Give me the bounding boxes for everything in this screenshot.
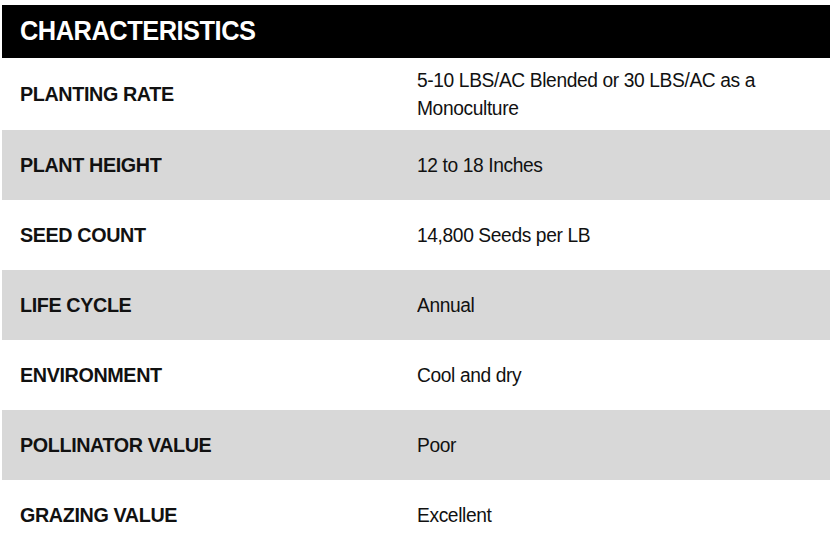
row-label: ENVIRONMENT	[20, 363, 162, 387]
row-value-cell: Cool and dry	[417, 361, 830, 389]
characteristics-page: CHARACTERISTICS PLANTING RATE 5-10 LBS/A…	[0, 0, 833, 557]
table-row: POLLINATOR VALUE Poor	[2, 410, 830, 480]
table-row: PLANT HEIGHT 12 to 18 Inches	[2, 130, 830, 200]
row-label-cell: PLANTING RATE	[2, 82, 417, 106]
row-value-cell: Excellent	[417, 501, 830, 529]
row-label: GRAZING VALUE	[20, 503, 177, 527]
table-row: PLANTING RATE 5-10 LBS/AC Blended or 30 …	[2, 58, 830, 130]
table-header-bar: CHARACTERISTICS	[2, 5, 830, 58]
row-value: Annual	[417, 291, 474, 319]
row-value-cell: 5-10 LBS/AC Blended or 30 LBS/AC as a Mo…	[417, 66, 830, 122]
row-label-cell: GRAZING VALUE	[2, 503, 417, 527]
row-value: Cool and dry	[417, 361, 521, 389]
row-value-cell: 14,800 Seeds per LB	[417, 221, 830, 249]
row-label: SEED COUNT	[20, 223, 146, 247]
row-label-cell: SEED COUNT	[2, 223, 417, 247]
row-label-cell: POLLINATOR VALUE	[2, 433, 417, 457]
row-label: POLLINATOR VALUE	[20, 433, 211, 457]
row-label-cell: LIFE CYCLE	[2, 293, 417, 317]
row-label-cell: ENVIRONMENT	[2, 363, 417, 387]
row-label: LIFE CYCLE	[20, 293, 131, 317]
table-row: LIFE CYCLE Annual	[2, 270, 830, 340]
row-label: PLANT HEIGHT	[20, 153, 161, 177]
row-label-cell: PLANT HEIGHT	[2, 153, 417, 177]
row-value-cell: Poor	[417, 431, 830, 459]
table-row: ENVIRONMENT Cool and dry	[2, 340, 830, 410]
row-value-cell: Annual	[417, 291, 830, 319]
row-value-cell: 12 to 18 Inches	[417, 151, 830, 179]
table-title: CHARACTERISTICS	[20, 16, 255, 47]
row-value: 14,800 Seeds per LB	[417, 221, 590, 249]
characteristics-table: CHARACTERISTICS PLANTING RATE 5-10 LBS/A…	[2, 5, 830, 550]
row-value: Poor	[417, 431, 456, 459]
row-label: PLANTING RATE	[20, 82, 174, 106]
row-value: 5-10 LBS/AC Blended or 30 LBS/AC as a Mo…	[417, 66, 801, 122]
row-value: Excellent	[417, 501, 491, 529]
table-row: GRAZING VALUE Excellent	[2, 480, 830, 550]
row-value: 12 to 18 Inches	[417, 151, 543, 179]
table-row: SEED COUNT 14,800 Seeds per LB	[2, 200, 830, 270]
